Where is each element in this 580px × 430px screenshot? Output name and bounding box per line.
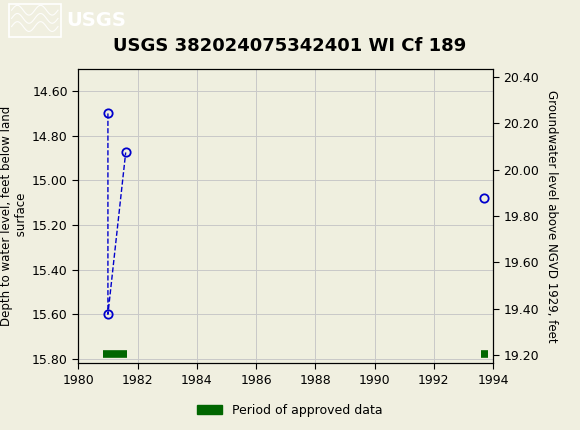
Bar — [9, 4, 61, 37]
Text: USGS: USGS — [67, 11, 126, 30]
Y-axis label: Depth to water level, feet below land
 surface: Depth to water level, feet below land su… — [0, 106, 28, 326]
Y-axis label: Groundwater level above NGVD 1929, feet: Groundwater level above NGVD 1929, feet — [545, 90, 558, 342]
Legend: Period of approved data: Period of approved data — [192, 399, 388, 421]
Text: USGS 382024075342401 WI Cf 189: USGS 382024075342401 WI Cf 189 — [113, 37, 467, 55]
